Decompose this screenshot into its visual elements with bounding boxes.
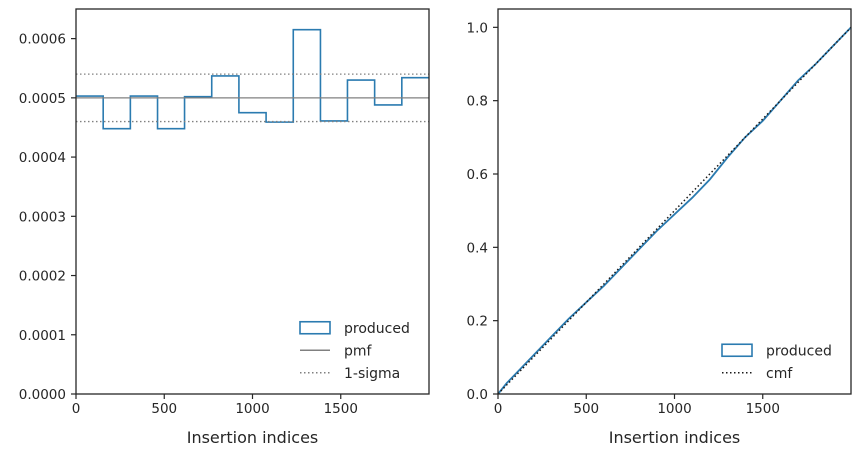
y-tick-label: 0.0002 [19,269,66,285]
legend-produced-swatch [721,343,753,358]
y-tick-label: 0.2 [467,314,488,330]
legend: produced cmf [721,343,832,382]
x-tick-label: 0 [494,401,503,417]
y-tick-label: 0.4 [467,240,488,256]
x-axis-label: Insertion indices [609,428,741,447]
y-tick-label: 0.0000 [19,387,66,403]
legend-pmf-label: pmf [344,343,373,359]
x-tick-label: 500 [151,401,177,417]
y-tick-label: 0.6 [467,167,488,183]
legend-cmf-label: cmf [766,366,793,382]
x-tick-label: 0 [72,401,81,417]
chart-left: 0 500 1000 1500 0.0000 0.0001 0.0002 0.0003 0.00… [19,8,430,447]
y-tick-label: 0.0 [467,387,488,403]
series-produced-line [76,28,429,130]
y-tick-label: 1.0 [467,20,488,36]
x-axis-label: Insertion indices [187,428,319,447]
series-cmf-line [497,26,852,395]
legend-produced-swatch [299,320,331,335]
legend: produced pmf 1-sigma [299,320,410,382]
y-tick-label: 0.0003 [19,209,66,225]
y-tick-label: 0.8 [467,94,488,110]
x-tick-label: 1500 [324,401,358,417]
y-tick-label: 0.0004 [19,150,66,166]
legend-produced-label: produced [344,321,410,337]
x-tick-label: 1500 [746,401,780,417]
x-tick-label: 1000 [657,401,691,417]
legend-produced-label: produced [766,343,832,359]
x-tick-label: 500 [573,401,599,417]
x-tick-label: 1000 [235,401,269,417]
y-tick-label: 0.0005 [19,91,66,107]
y-tick-label: 0.0006 [19,32,66,48]
legend-1-sigma-label: 1-sigma [344,366,400,382]
chart-right: 0 500 1000 1500 0.0 0.2 0.4 0.6 0.8 1.0 Insertion … [467,8,852,447]
y-tick-label: 0.0001 [19,328,66,344]
